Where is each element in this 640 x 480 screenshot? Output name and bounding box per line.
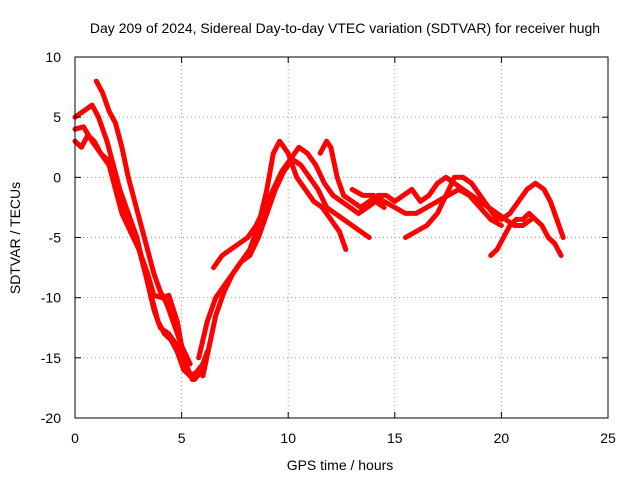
x-tick-label: 25 bbox=[600, 430, 616, 446]
series-line-5 bbox=[200, 138, 349, 379]
series-layer bbox=[72, 78, 566, 382]
grid bbox=[75, 57, 608, 418]
axis-ticks: 0 5 10 15 20 25 -20 -15 -10 -5 0 5 10 bbox=[41, 49, 616, 446]
y-tick-label: 5 bbox=[53, 109, 61, 125]
series-line-9 bbox=[349, 186, 504, 228]
y-tick-label: 0 bbox=[53, 169, 61, 185]
y-tick-label: -10 bbox=[41, 290, 61, 306]
y-tick-label: -20 bbox=[41, 410, 61, 426]
x-tick-label: 0 bbox=[71, 430, 79, 446]
x-tick-label: 20 bbox=[494, 430, 510, 446]
x-tick-label: 10 bbox=[280, 430, 296, 446]
y-tick-label: -15 bbox=[41, 350, 61, 366]
y-tick-label: -5 bbox=[49, 230, 62, 246]
series-line-12 bbox=[498, 180, 566, 240]
chart-title: Day 209 of 2024, Sidereal Day-to-day VTE… bbox=[90, 20, 600, 36]
series-line-3 bbox=[72, 132, 210, 379]
series-line-4 bbox=[93, 78, 195, 382]
series-line-7 bbox=[211, 144, 387, 271]
x-axis-label: GPS time / hours bbox=[287, 457, 394, 473]
series-line-11 bbox=[488, 210, 564, 258]
x-tick-label: 5 bbox=[178, 430, 186, 446]
x-tick-label: 15 bbox=[387, 430, 403, 446]
y-tick-label: 10 bbox=[45, 49, 61, 65]
y-axis-label: SDTVAR / TECUs bbox=[7, 182, 23, 294]
